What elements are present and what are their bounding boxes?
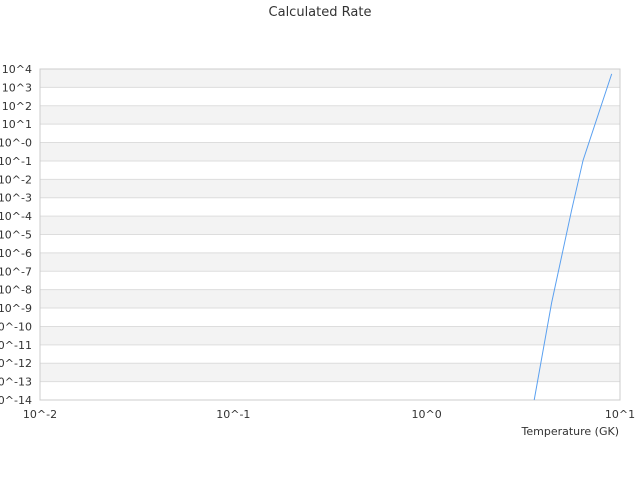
y-tick-label: 10^-5 (0, 229, 32, 242)
grid-band (40, 87, 620, 106)
x-tick-label: 10^0 (412, 408, 442, 421)
x-tick-label: 10^1 (605, 408, 635, 421)
grid-band (40, 381, 620, 400)
grid-band (40, 179, 620, 198)
y-tick-label: 10^-12 (0, 357, 32, 370)
grid-band (40, 326, 620, 345)
y-tick-label: 10^-6 (0, 247, 32, 260)
grid-band (40, 216, 620, 235)
grid-band (40, 69, 620, 88)
grid-band (40, 105, 620, 125)
y-tick-label: 10^-3 (0, 192, 32, 205)
grid-band (40, 142, 620, 161)
y-tick-label: 10^-10 (0, 320, 32, 333)
plot-frame (39, 68, 621, 401)
grid-band (40, 308, 620, 327)
y-tick-label: 10^1 (2, 118, 32, 131)
x-axis-label: Temperature (GK) (521, 425, 620, 438)
chart-title: Calculated Rate (269, 5, 372, 20)
grid-band (40, 160, 620, 180)
y-tick-label: 10^4 (2, 63, 32, 76)
y-tick-label: 10^3 (2, 81, 32, 94)
grid-band (40, 252, 620, 272)
y-tick-label: 10^-8 (0, 284, 32, 297)
y-tick-label: 10^-7 (0, 265, 32, 278)
y-tick-label: 10^-13 (0, 376, 32, 389)
grid-band (40, 289, 620, 309)
y-tick-label: 10^-2 (0, 173, 32, 186)
y-tick-label: 10^-11 (0, 339, 32, 352)
y-tick-label: 10^-4 (0, 210, 32, 223)
y-tick-label: 10^-1 (0, 155, 32, 168)
x-tick-label: 10^-1 (216, 408, 250, 421)
y-tick-label: 10^-14 (0, 394, 32, 407)
y-tick-label: 10^-9 (0, 302, 32, 315)
grid-band (40, 234, 620, 253)
grid-band (40, 344, 620, 364)
series-line (533, 73, 613, 401)
y-tick-label: 10^2 (2, 100, 32, 113)
grid-band (40, 197, 620, 217)
grid-band (40, 124, 620, 143)
y-tick-label: 10^-0 (0, 137, 32, 150)
grid-band (40, 271, 620, 290)
x-tick-label: 10^-2 (23, 408, 57, 421)
grid-band (40, 363, 620, 382)
